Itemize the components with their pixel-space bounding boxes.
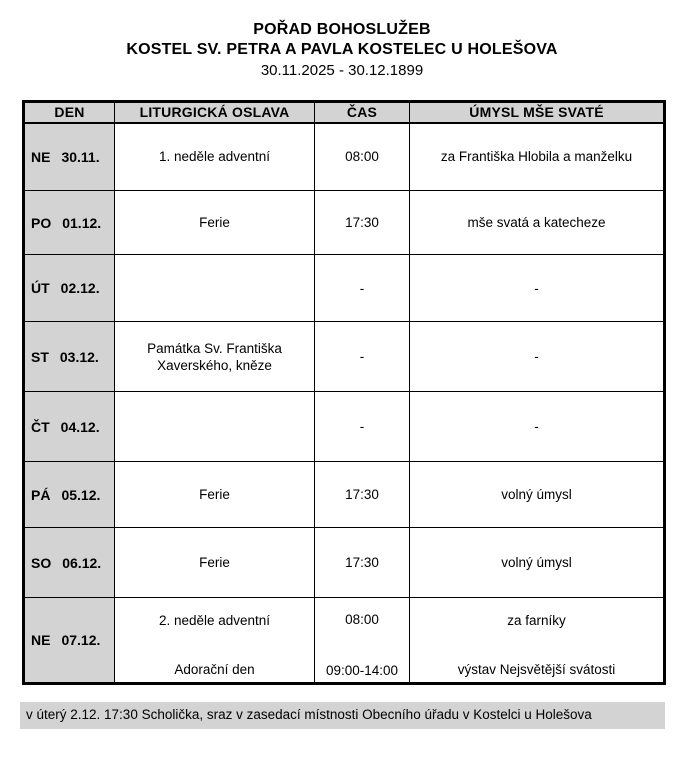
intention-cell: za Františka Hlobila a manželku [409, 122, 665, 191]
celebration-line2: Adorační den [174, 662, 255, 677]
header-den: DEN [23, 101, 115, 124]
day-abbr: ČT [31, 418, 50, 435]
day-date: 02.12. [60, 280, 100, 296]
day-abbr: PÁ [31, 486, 51, 503]
day-date: 30.11. [61, 148, 100, 165]
header-liturgicka-oslava: LITURGICKÁ OSLAVA [114, 101, 315, 124]
time-line1: 08:00 [345, 612, 379, 627]
day-abbr: SO [31, 554, 52, 571]
table-row: ST 03.12. Památka Sv. Františka Xaverské… [23, 321, 665, 392]
celebration-cell [114, 391, 315, 462]
page-title: POŘAD BOHOSLUŽEB [253, 21, 431, 38]
day-date: 06.12. [62, 554, 102, 571]
celebration-line1: 2. neděle adventní [158, 613, 271, 628]
schedule-table: DEN LITURGICKÁ OSLAVA ČAS ÚMYSL MŠE SVAT… [22, 100, 666, 685]
day-date: 07.12. [61, 632, 101, 648]
time-cell: 17:30 [314, 527, 410, 598]
celebration-cell: 1. neděle adventní [114, 122, 315, 191]
schedule-page: POŘAD BOHOSLUŽEB KOSTEL SV. PETRA A PAVL… [0, 20, 684, 729]
day-cell: PÁ 05.12. [23, 461, 115, 528]
intention-line1: za farníky [507, 613, 566, 628]
time-line2: 09:00-14:00 [325, 663, 399, 678]
intention-cell: volný úmysl [409, 527, 665, 598]
intention-cell: - [409, 321, 665, 392]
day-cell: ST 03.12. [23, 321, 115, 392]
time-cell: 08:00 [314, 122, 410, 191]
intention-cell: za farníky výstav Nejsvětější svátosti [409, 597, 665, 684]
table-row: NE 30.11. 1. neděle adventní 08:00 za Fr… [23, 122, 665, 191]
footer-note: v úterý 2.12. 17:30 Scholička, sraz v za… [20, 702, 665, 729]
table-header-row: DEN LITURGICKÁ OSLAVA ČAS ÚMYSL MŠE SVAT… [23, 101, 665, 124]
day-cell: NE 07.12. [23, 597, 115, 684]
time-cell: - [314, 391, 410, 462]
intention-cell: - [409, 254, 665, 322]
intention-line2: výstav Nejsvětější svátosti [457, 662, 616, 677]
day-abbr: PO [31, 214, 52, 231]
day-cell: ÚT 02.12. [23, 254, 115, 322]
intention-cell: - [409, 391, 665, 462]
day-date: 05.12. [61, 486, 101, 503]
table-row: PÁ 05.12. Ferie 17:30 volný úmysl [23, 461, 665, 528]
time-cell: - [314, 254, 410, 322]
church-name: KOSTEL SV. PETRA A PAVLA KOSTELEC U HOLE… [126, 41, 558, 58]
day-cell: PO 01.12. [23, 190, 115, 255]
celebration-cell: Ferie [114, 527, 315, 598]
table-row: PO 01.12. Ferie 17:30 mše svatá a katech… [23, 190, 665, 255]
intention-cell: mše svatá a katecheze [409, 190, 665, 255]
title-block: POŘAD BOHOSLUŽEB KOSTEL SV. PETRA A PAVL… [0, 20, 684, 81]
day-date: 03.12. [59, 348, 99, 365]
table-row: NE 07.12. 2. neděle adventní Adorační de… [23, 597, 665, 684]
time-cell: 17:30 [314, 190, 410, 255]
day-cell: SO 06.12. [23, 527, 115, 598]
day-abbr: ST [31, 348, 49, 365]
celebration-cell: Ferie [114, 190, 315, 255]
day-date: 04.12. [60, 418, 100, 435]
celebration-cell: Ferie [114, 461, 315, 528]
header-umysl: ÚMYSL MŠE SVATÉ [409, 101, 665, 124]
day-cell: ČT 04.12. [23, 391, 115, 462]
day-abbr: NE [31, 148, 51, 165]
date-range: 30.11.2025 - 30.12.1899 [260, 62, 424, 79]
time-cell: 17:30 [314, 461, 410, 528]
celebration-cell: 2. neděle adventní Adorační den [114, 597, 315, 684]
celebration-cell [114, 254, 315, 322]
day-abbr: NE [31, 632, 51, 648]
time-cell: - [314, 321, 410, 392]
table-row: SO 06.12. Ferie 17:30 volný úmysl [23, 527, 665, 598]
table-row: ČT 04.12. - - [23, 391, 665, 462]
intention-cell: volný úmysl [409, 461, 665, 528]
day-abbr: ÚT [31, 280, 50, 296]
header-cas: ČAS [314, 101, 410, 124]
celebration-cell: Památka Sv. Františka Xaverského, kněze [114, 321, 315, 392]
time-cell: 08:00 09:00-14:00 [314, 597, 410, 684]
day-cell: NE 30.11. [23, 122, 115, 191]
table-row: ÚT 02.12. - - [23, 254, 665, 322]
day-date: 01.12. [62, 214, 102, 231]
